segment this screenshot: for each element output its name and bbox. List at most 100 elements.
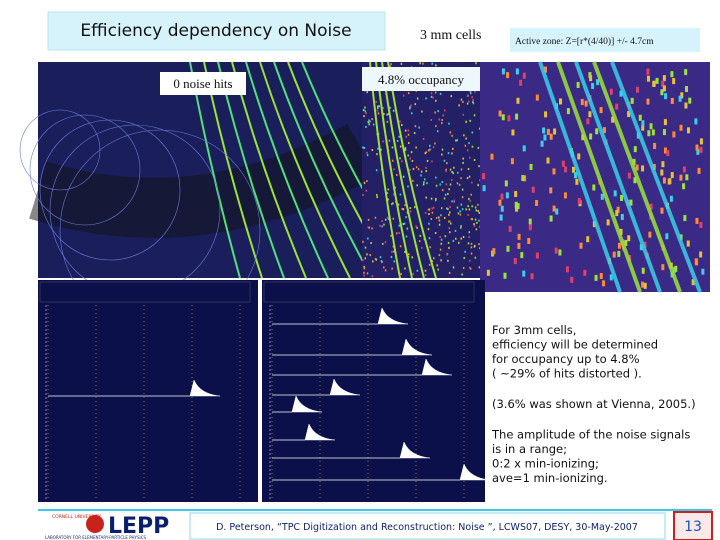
noise-hit (391, 250, 393, 253)
noise-hit (665, 233, 669, 240)
logo-emblem (86, 515, 104, 533)
noise-hit (434, 91, 437, 94)
noise-hit (377, 112, 380, 115)
noise-hit (428, 213, 430, 216)
noise-hit (396, 174, 398, 177)
noise-hit (365, 112, 367, 115)
pulse (272, 423, 336, 441)
noise-hit (376, 105, 379, 108)
noise-hit (615, 210, 619, 217)
image-background (262, 280, 485, 502)
noise-hit (432, 146, 435, 149)
noise-hit (563, 192, 567, 199)
noise-hit (377, 106, 379, 109)
noise-hit (423, 178, 426, 181)
noise-hit (435, 125, 437, 128)
noise-hit (632, 158, 636, 165)
noise-hit (452, 147, 454, 150)
noise-hit (447, 259, 449, 262)
noise-hit (514, 191, 518, 198)
noise-hit (472, 102, 475, 105)
noise-hit (699, 251, 703, 258)
noise-hit (399, 120, 401, 123)
noise-hit (422, 62, 424, 65)
noise-hit (523, 175, 527, 182)
noise-hit (435, 184, 438, 187)
noise-hit (663, 147, 667, 154)
noise-hit (586, 118, 590, 125)
noise-hit (413, 206, 416, 209)
noise-hit (515, 68, 519, 75)
noise-hit (474, 244, 476, 247)
noise-hit (466, 102, 469, 105)
noise-hit (407, 256, 410, 259)
noise-hit (366, 272, 369, 275)
noise-hit (434, 142, 436, 145)
noise-hit (410, 151, 413, 154)
noise-hit (389, 65, 391, 68)
noise-hit (549, 133, 553, 140)
noise-hit (435, 176, 437, 179)
noise-hit (412, 167, 415, 170)
noise-hit (422, 183, 425, 186)
noise-hit (470, 217, 473, 220)
noise-hit (500, 205, 504, 212)
noise-hit (469, 119, 471, 122)
noise-hit (382, 242, 384, 245)
noise-hit (376, 193, 378, 196)
noise-hit (424, 269, 427, 272)
noise-hit (455, 237, 457, 240)
noise-hit (419, 234, 422, 237)
noise-hit (589, 75, 593, 82)
noise-hit (566, 108, 570, 115)
noise-hit (694, 258, 698, 265)
noise-hit (613, 190, 617, 197)
title: Efficiency dependency on Noise (80, 21, 351, 41)
noise-hit (633, 177, 637, 184)
noise-hit (371, 275, 374, 278)
noise-hit (442, 114, 444, 117)
note-line: efficiency will be determined (492, 338, 658, 352)
noise-hit (448, 220, 451, 223)
noise-hit (447, 207, 449, 210)
noise-hit (449, 168, 452, 171)
noise-hit (364, 106, 366, 109)
noise-hit (362, 194, 364, 197)
noise-hit (438, 216, 440, 219)
noise-hit (684, 69, 688, 76)
noise-hit (440, 242, 443, 245)
noise-hit (653, 143, 657, 150)
noise-hit (409, 207, 412, 210)
noise-hit (473, 158, 476, 161)
noise-hit (406, 227, 409, 230)
noise-hit (464, 250, 466, 253)
noise-hit (431, 160, 433, 163)
noise-hit (407, 133, 410, 136)
noise-hit (609, 274, 613, 281)
noise-hit (478, 266, 481, 269)
noise-hit (436, 264, 438, 267)
noise-hit (606, 219, 610, 226)
noise-hit (627, 235, 631, 242)
noise-hit (363, 271, 365, 274)
noise-hit (508, 225, 512, 232)
noise-hit (364, 257, 367, 260)
noise-hit (437, 268, 439, 271)
noise-hit (430, 92, 433, 95)
noise-hit (392, 217, 395, 220)
noise-hit (367, 121, 370, 124)
noise-hit (404, 148, 406, 151)
noise-hit (384, 218, 387, 221)
noise-hit (467, 205, 469, 208)
noise-hit (446, 253, 448, 256)
noise-hit (416, 97, 419, 100)
noise-hit (504, 180, 508, 187)
track (259, 61, 351, 279)
noise-hit (666, 150, 670, 157)
noise-hit (670, 71, 674, 78)
noise-hit (386, 120, 389, 123)
noise-hit (392, 109, 395, 112)
noise-hit (440, 259, 442, 262)
noise-hit (441, 153, 443, 156)
note-line: ( ~29% of hits distorted ). (492, 367, 642, 381)
